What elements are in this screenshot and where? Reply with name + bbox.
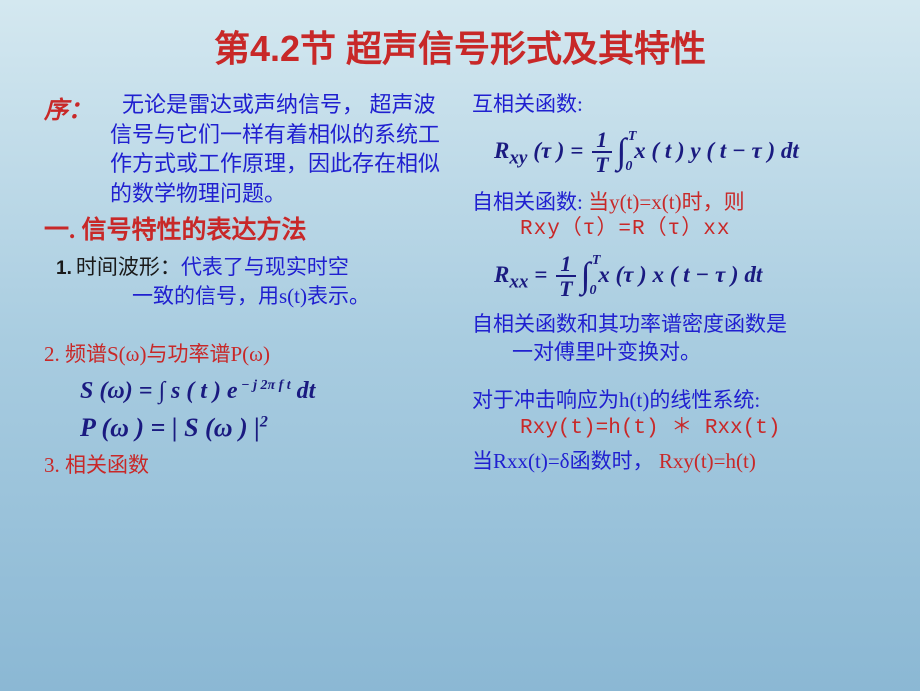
preface-body: 无论是雷达或声纳信号， 超声波信号与它们一样有着相似的系统工作方式或工作原理，因… <box>110 90 440 209</box>
Rxy-int-lower: 0 <box>625 159 632 175</box>
Rxy-sub: xy <box>509 148 527 169</box>
Rxx-arg: = <box>529 262 554 287</box>
preface: 序： 无论是雷达或声纳信号， 超声波信号与它们一样有着相似的系统工作方式或工作原… <box>44 90 454 209</box>
formula-P-exp: 2 <box>260 413 268 430</box>
formula-Rxy: Rxy (τ ) = 1TT∫0 x ( t ) y ( t − τ ) dt <box>494 128 876 177</box>
Rxy-arg: (τ ) = <box>527 138 589 163</box>
formula-S: S (ω) = ∫ s ( t ) e − j 2π f t dt <box>80 378 454 405</box>
Rxx-frac-den: T <box>556 277 575 301</box>
Rxx-int: T∫0 <box>581 261 591 293</box>
Rxy-R: R <box>494 138 509 163</box>
delta-2: Rxy(t)=h(t) <box>654 449 756 473</box>
Rxx-int-upper: T <box>592 253 601 269</box>
Rxx-int-lower: 0 <box>589 283 596 299</box>
Rxx-body: x (τ ) x ( t − τ ) dt <box>592 262 762 287</box>
page-title: 第4.2节 超声信号形式及其特性 <box>0 0 920 90</box>
left-column: 序： 无论是雷达或声纳信号， 超声波信号与它们一样有着相似的系统工作方式或工作原… <box>44 90 454 479</box>
title-text: 第4.2节 超声信号形式及其特性 <box>214 28 706 69</box>
Rxx-frac: 1T <box>556 252 575 301</box>
Rxx-sub: xx <box>509 272 528 293</box>
cross-corr-label: 互相关函数: <box>472 90 876 118</box>
fourier-pair-l1: 自相关函数和其功率谱密度函数是 <box>472 310 876 338</box>
formula-P-lhs: P (ω ) <box>80 413 151 442</box>
auto-label-1: 自相关函数: <box>472 190 583 214</box>
formula-S-exp: − j 2π f t <box>238 378 291 393</box>
auto-label-2: 当y(t)=x(t)时，则 <box>583 190 745 214</box>
Rxy-int-upper: T <box>628 129 637 145</box>
item1-body: 代表了与现实时空 <box>181 255 349 279</box>
content-columns: 序： 无论是雷达或声纳信号， 超声波信号与它们一样有着相似的系统工作方式或工作原… <box>0 90 920 479</box>
auto-eq: Rxy（τ）=R（τ）xx <box>472 216 876 244</box>
Rxy-frac-den: T <box>592 153 611 177</box>
formula-S-lhs: S (ω) = ∫ s ( t ) e <box>80 378 238 404</box>
auto-corr-label: 自相关函数: 当y(t)=x(t)时，则 <box>472 188 876 216</box>
item-1: 1. 时间波形：代表了与现实时空 <box>44 251 454 281</box>
Rxx-frac-num: 1 <box>556 252 575 277</box>
fourier-pair-l2: 一对傅里叶变换对。 <box>472 338 876 366</box>
Rxy-frac: 1T <box>592 128 611 177</box>
impulse-eq: Rxy(t)=h(t) ＊ Rxx(t) <box>472 415 876 443</box>
Rxy-frac-num: 1 <box>592 128 611 153</box>
Rxx-R: R <box>494 262 509 287</box>
item1-cont: 一致的信号，用s(t)表示。 <box>44 282 454 310</box>
formula-P-mid: = | S (ω ) | <box>151 413 260 442</box>
impulse-line: 对于冲击响应为h(t)的线性系统: <box>472 386 876 414</box>
delta-line: 当Rxx(t)=δ函数时， Rxy(t)=h(t) <box>472 447 876 475</box>
formula-Rxx: Rxx = 1TT∫0 x (τ ) x ( t − τ ) dt <box>494 252 876 301</box>
item1-number: 1. <box>56 258 72 279</box>
right-column: 互相关函数: Rxy (τ ) = 1TT∫0 x ( t ) y ( t − … <box>472 90 876 479</box>
delta-1: 当Rxx(t)=δ函数时， <box>472 449 654 473</box>
formula-P: P (ω ) = | S (ω ) |2 <box>80 413 454 443</box>
item-2: 2. 频谱S(ω)与功率谱P(ω) <box>44 338 454 368</box>
preface-line1: 无论是雷达或声纳信号， <box>110 92 364 117</box>
Rxy-body: x ( t ) y ( t − τ ) dt <box>628 138 798 163</box>
formula-S-tail: dt <box>291 378 316 404</box>
preface-label: 序： <box>44 90 106 125</box>
item1-label: 时间波形： <box>76 256 181 279</box>
section-1-heading: 一. 信号特性的表达方法 <box>44 215 454 248</box>
item-3: 3. 相关函数 <box>44 451 454 479</box>
Rxy-int: T∫0 <box>617 137 627 169</box>
